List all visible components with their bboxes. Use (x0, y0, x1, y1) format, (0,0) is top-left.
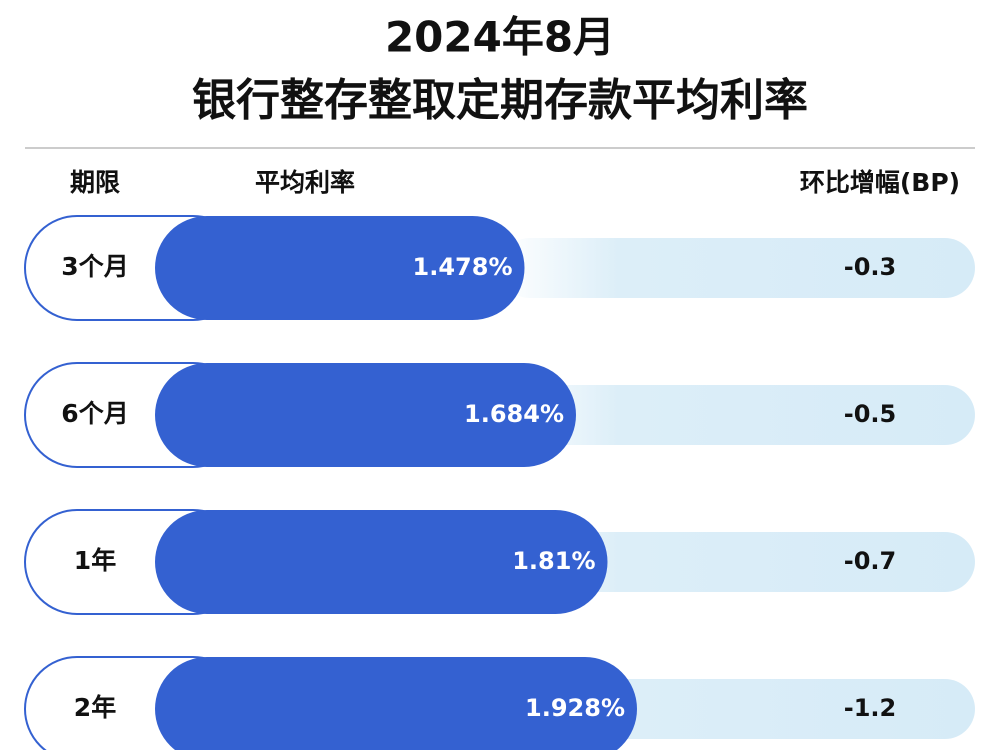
category-label: 6个月 (61, 399, 128, 428)
value-label: 1.478% (413, 253, 513, 281)
bar (155, 216, 525, 320)
column-header: 期限 (70, 168, 120, 197)
category-label: 3个月 (61, 252, 128, 281)
track (500, 238, 975, 298)
bar (155, 510, 608, 614)
change-label: -0.3 (844, 253, 896, 281)
chart-title: 2024年8月 (385, 13, 615, 62)
column-header: 平均利率 (255, 168, 355, 197)
value-label: 1.684% (464, 400, 564, 428)
change-label: -0.5 (844, 400, 896, 428)
change-label: -1.2 (844, 694, 896, 722)
value-label: 1.928% (525, 694, 625, 722)
value-label: 1.81% (512, 547, 595, 575)
track (500, 532, 975, 592)
chart-subtitle: 银行整存整取定期存款平均利率 (192, 75, 808, 126)
category-label: 1年 (74, 546, 116, 575)
category-label: 2年 (74, 693, 116, 722)
bar (155, 657, 637, 750)
bar (155, 363, 576, 467)
column-header: 环比增幅(BP) (800, 168, 960, 197)
track (500, 385, 975, 445)
change-label: -0.7 (844, 547, 896, 575)
